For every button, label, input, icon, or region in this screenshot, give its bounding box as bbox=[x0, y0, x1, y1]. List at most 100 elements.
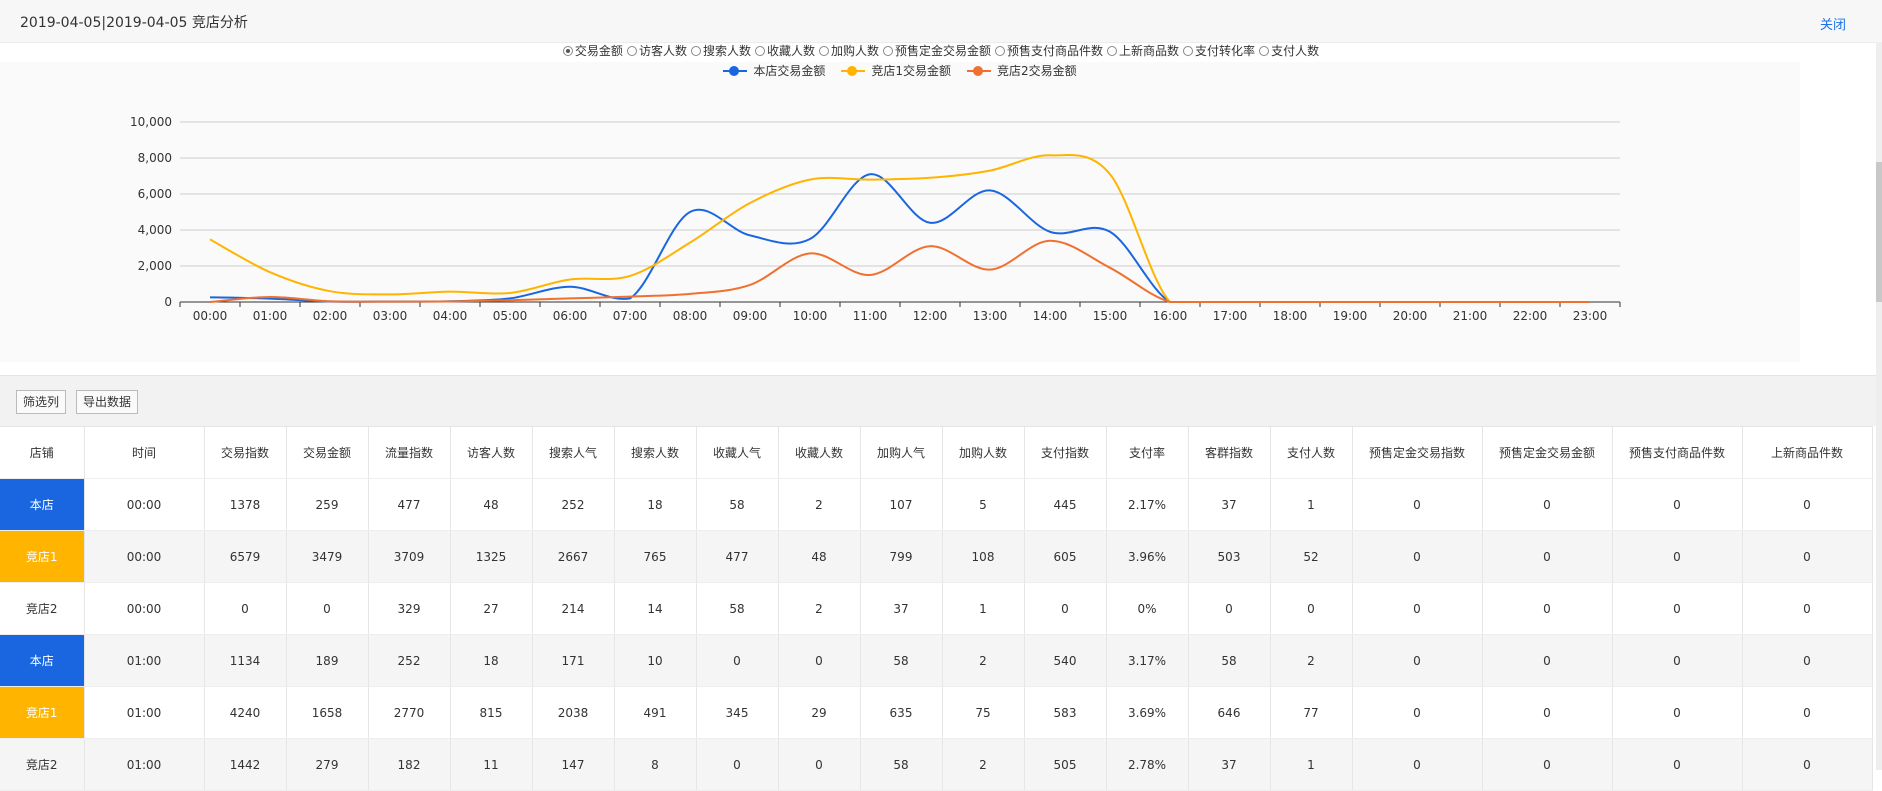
table-cell: 2.17% bbox=[1106, 478, 1189, 531]
table-cell: 37 bbox=[1188, 478, 1271, 531]
column-header[interactable]: 支付指数 bbox=[1024, 426, 1107, 479]
radio-icon[interactable] bbox=[1259, 45, 1270, 56]
filter-columns-button[interactable]: 筛选列 bbox=[16, 390, 67, 414]
x-tick-label: 10:00 bbox=[793, 309, 828, 323]
column-header[interactable]: 预售定金交易指数 bbox=[1352, 426, 1483, 479]
table-cell: 182 bbox=[368, 738, 451, 791]
table-cell: 1658 bbox=[286, 686, 369, 739]
table-cell: 0 bbox=[1352, 478, 1483, 531]
x-tick-label: 11:00 bbox=[853, 309, 888, 323]
radio-icon[interactable] bbox=[690, 45, 701, 56]
table-cell: 0 bbox=[1482, 686, 1613, 739]
legend-item[interactable]: 竞店2交易金额 bbox=[967, 62, 1077, 79]
table-cell: 171 bbox=[532, 634, 615, 687]
column-header[interactable]: 搜索人数 bbox=[614, 426, 697, 479]
column-header[interactable]: 收藏人气 bbox=[696, 426, 779, 479]
table-cell: 52 bbox=[1270, 530, 1353, 583]
legend-item[interactable]: 本店交易金额 bbox=[723, 62, 825, 79]
radio-icon[interactable] bbox=[818, 45, 829, 56]
metric-option[interactable]: 收藏人数 bbox=[754, 42, 815, 59]
x-tick-label: 17:00 bbox=[1213, 309, 1248, 323]
column-header[interactable]: 收藏人数 bbox=[778, 426, 861, 479]
table-cell: 0 bbox=[1024, 582, 1107, 635]
table-cell: 0 bbox=[1742, 478, 1873, 531]
column-header[interactable]: 支付率 bbox=[1106, 426, 1189, 479]
metric-option[interactable]: 预售定金交易金额 bbox=[883, 42, 991, 59]
column-header[interactable]: 支付人数 bbox=[1270, 426, 1353, 479]
column-header[interactable]: 加购人数 bbox=[942, 426, 1025, 479]
metric-option[interactable]: 访客人数 bbox=[626, 42, 687, 59]
metric-option[interactable]: 加购人数 bbox=[818, 42, 879, 59]
radio-icon[interactable] bbox=[562, 45, 573, 56]
table-cell: 0 bbox=[1482, 634, 1613, 687]
table-cell: 18 bbox=[450, 634, 533, 687]
table-cell: 0 bbox=[1188, 582, 1271, 635]
x-tick-label: 23:00 bbox=[1573, 309, 1608, 323]
metric-option[interactable]: 预售支付商品件数 bbox=[995, 42, 1103, 59]
table-toolbar: 筛选列 导出数据 bbox=[0, 375, 1882, 426]
table-cell: 0 bbox=[1612, 530, 1743, 583]
table-cell: 1378 bbox=[204, 478, 287, 531]
x-tick-label: 21:00 bbox=[1453, 309, 1488, 323]
column-header[interactable]: 流量指数 bbox=[368, 426, 451, 479]
metric-option-label: 支付人数 bbox=[1271, 44, 1320, 58]
series-line bbox=[209, 173, 1590, 303]
metric-option[interactable]: 支付人数 bbox=[1259, 42, 1319, 59]
radio-icon[interactable] bbox=[1107, 45, 1118, 56]
column-header[interactable]: 店铺 bbox=[0, 426, 85, 479]
table-cell: 0 bbox=[204, 582, 287, 635]
x-tick-label: 08:00 bbox=[673, 309, 708, 323]
radio-icon[interactable] bbox=[626, 45, 637, 56]
table-row[interactable]: 竞店1 01:00 4240 1658 2770 815 2038 491 345 29 635 75… bbox=[0, 686, 1873, 739]
table-row[interactable]: 本店 01:00 1134 189 252 18 171 10 0 0 58 2 540 3.17% 58 2… bbox=[0, 634, 1873, 687]
series-line bbox=[209, 239, 1590, 303]
column-header[interactable]: 交易指数 bbox=[204, 426, 287, 479]
table-cell: 58 bbox=[860, 738, 943, 791]
column-header[interactable]: 加购人气 bbox=[860, 426, 943, 479]
table-row[interactable]: 竞店1 00:00 6579 3479 3709 1325 2667 765 477 48 799 1… bbox=[0, 530, 1873, 583]
table-cell: 0 bbox=[1482, 530, 1613, 583]
column-header[interactable]: 预售支付商品件数 bbox=[1612, 426, 1743, 479]
table-row[interactable]: 竞店2 00:00 0 0 329 27 214 14 58 2 37 1 0 0% 0 0 0 0 0 0 bbox=[0, 582, 1873, 635]
column-header[interactable]: 预售定金交易金额 bbox=[1482, 426, 1613, 479]
table-cell: 00:00 bbox=[84, 582, 205, 635]
column-header[interactable]: 上新商品件数 bbox=[1742, 426, 1873, 479]
metric-option[interactable]: 上新商品数 bbox=[1107, 42, 1179, 59]
close-link[interactable]: 关闭 bbox=[1819, 18, 1846, 33]
table-cell: 214 bbox=[532, 582, 615, 635]
radio-icon[interactable] bbox=[995, 45, 1006, 56]
table-cell: 0 bbox=[778, 738, 861, 791]
legend-swatch-icon bbox=[967, 65, 991, 76]
table-cell: 279 bbox=[286, 738, 369, 791]
table-row[interactable]: 竞店2 01:00 1442 279 182 11 147 8 0 0 58 2 505 2.78% 37 1… bbox=[0, 738, 1873, 791]
column-header[interactable]: 搜索人气 bbox=[532, 426, 615, 479]
column-header[interactable]: 时间 bbox=[84, 426, 205, 479]
table-cell: 01:00 bbox=[84, 686, 205, 739]
scrollbar-thumb[interactable] bbox=[1876, 162, 1882, 302]
metric-option[interactable]: 交易金额 bbox=[562, 42, 623, 59]
x-tick-label: 16:00 bbox=[1153, 309, 1188, 323]
radio-icon[interactable] bbox=[754, 45, 765, 56]
table-cell: 58 bbox=[1188, 634, 1271, 687]
table-row[interactable]: 本店 00:00 1378 259 477 48 252 18 58 2 107 5 445 2.17% 3… bbox=[0, 478, 1873, 531]
table-cell: 75 bbox=[942, 686, 1025, 739]
radio-icon[interactable] bbox=[883, 45, 893, 56]
table-cell: 00:00 bbox=[84, 530, 205, 583]
table-cell: 0 bbox=[1482, 582, 1613, 635]
export-data-button[interactable]: 导出数据 bbox=[76, 390, 139, 414]
column-header[interactable]: 访客人数 bbox=[450, 426, 533, 479]
radio-icon[interactable] bbox=[1183, 45, 1194, 56]
page-scrollbar[interactable] bbox=[1876, 42, 1882, 770]
table-cell: 2038 bbox=[532, 686, 615, 739]
table-cell: 0 bbox=[1482, 738, 1613, 791]
table-cell: 00:00 bbox=[84, 478, 205, 531]
legend-item[interactable]: 竞店1交易金额 bbox=[841, 62, 951, 79]
column-header[interactable]: 交易金额 bbox=[286, 426, 369, 479]
metric-option[interactable]: 搜索人数 bbox=[690, 42, 751, 59]
table-cell: 583 bbox=[1024, 686, 1107, 739]
metric-option[interactable]: 支付转化率 bbox=[1183, 42, 1255, 59]
table-cell: 0% bbox=[1106, 582, 1189, 635]
column-header[interactable]: 客群指数 bbox=[1188, 426, 1271, 479]
table-cell: 58 bbox=[696, 478, 779, 531]
table-cell: 635 bbox=[860, 686, 943, 739]
